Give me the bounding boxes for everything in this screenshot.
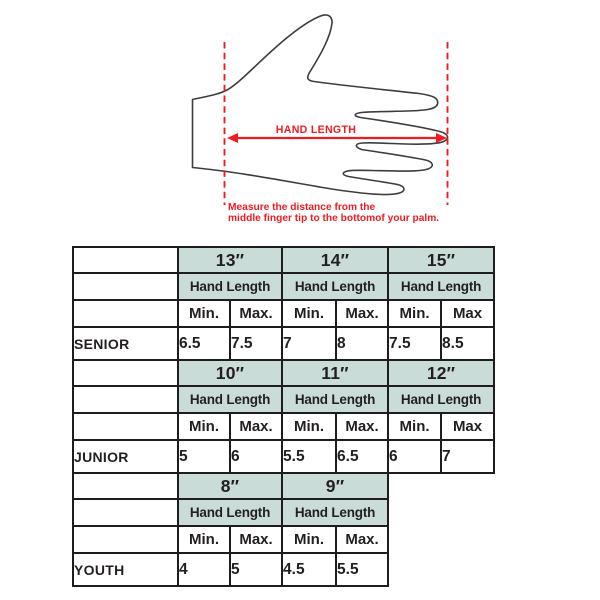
max-value-cell: 7.5	[228, 326, 284, 361]
measure-header-cell: Hand Length	[176, 498, 284, 527]
table-row: JUNIOR 5 6 5.5 6.5 6 7	[72, 439, 496, 474]
max-value-cell: 5.5	[335, 552, 390, 587]
min-value-cell: 4.5	[281, 552, 338, 587]
size-header-cell: 10″	[176, 359, 284, 387]
min-header-cell: Min.	[281, 412, 338, 441]
measurement-caption: Measure the distance from the middle fin…	[228, 202, 440, 225]
spacer-cell	[72, 272, 179, 301]
min-value-cell: 7.5	[387, 326, 443, 361]
min-header-cell: Min.	[177, 412, 231, 441]
hand-figure: HAND LENGTH	[191, 14, 449, 205]
min-value-cell: 6	[387, 439, 443, 474]
table-row: Hand Length Hand Length	[72, 498, 390, 527]
table-row: YOUTH 4 5 4.5 5.5	[72, 552, 390, 587]
senior-size-table: 13″ 14″ 15″ Hand Length Hand Length Hand…	[72, 246, 496, 361]
size-header-cell: 13″	[176, 246, 284, 274]
min-value-cell: 4	[177, 552, 231, 587]
spacer-cell	[72, 299, 179, 328]
table-row: 13″ 14″ 15″	[72, 246, 496, 274]
max-value-cell: 8.5	[440, 326, 496, 361]
size-header-cell: 15″	[387, 246, 496, 274]
measure-header-cell: Hand Length	[387, 385, 496, 414]
max-header-cell: Max.	[335, 299, 390, 328]
max-value-cell: 7	[440, 439, 496, 474]
max-value-cell: 6	[228, 439, 284, 474]
spacer-cell	[72, 385, 179, 414]
min-header-cell: Min.	[281, 525, 338, 554]
table-row: Min. Max. Min. Max. Min. Max	[72, 299, 496, 328]
table-row: Min. Max. Min. Max. Min. Max	[72, 412, 496, 441]
min-header-cell: Min.	[177, 299, 231, 328]
spacer-cell	[72, 359, 179, 387]
min-value-cell: 6.5	[177, 326, 231, 361]
min-header-cell: Min.	[177, 525, 231, 554]
max-header-cell: Max.	[228, 299, 284, 328]
arrowhead-right-icon	[436, 133, 447, 143]
table-row: Hand Length Hand Length Hand Length	[72, 272, 496, 301]
hand-outline-shape	[191, 14, 449, 196]
max-header-cell: Max	[440, 299, 496, 328]
max-value-cell: 8	[335, 326, 390, 361]
measure-header-cell: Hand Length	[281, 272, 390, 301]
size-header-cell: 8″	[176, 472, 284, 500]
max-header-cell: Max.	[335, 525, 390, 554]
max-header-cell: Max.	[335, 412, 390, 441]
hand-length-label: HAND LENGTH	[276, 124, 356, 136]
min-value-cell: 5.5	[281, 439, 338, 474]
spacer-cell	[72, 472, 179, 500]
table-row: Hand Length Hand Length Hand Length	[72, 385, 496, 414]
measure-header-cell: Hand Length	[281, 385, 390, 414]
table-row: Min. Max. Min. Max.	[72, 525, 390, 554]
max-header-cell: Max	[440, 412, 496, 441]
min-header-cell: Min.	[387, 299, 443, 328]
measure-header-cell: Hand Length	[176, 385, 284, 414]
spacer-cell	[72, 498, 179, 527]
junior-size-table: 10″ 11″ 12″ Hand Length Hand Length Hand…	[72, 359, 496, 474]
size-header-cell: 11″	[281, 359, 390, 387]
row-label-cell: SENIOR	[72, 326, 179, 361]
min-header-cell: Min.	[281, 299, 338, 328]
row-label-cell: JUNIOR	[72, 439, 179, 474]
max-header-cell: Max.	[228, 525, 284, 554]
youth-size-table: 8″ 9″ Hand Length Hand Length Min. Max. …	[72, 472, 390, 587]
table-row: SENIOR 6.5 7.5 7 8 7.5 8.5	[72, 326, 496, 361]
row-label-cell: YOUTH	[72, 552, 179, 587]
measure-header-cell: Hand Length	[281, 498, 390, 527]
max-value-cell: 5	[228, 552, 284, 587]
min-header-cell: Min.	[387, 412, 443, 441]
caption-line-2: middle finger tip to the bottomof your p…	[228, 212, 440, 224]
spacer-cell	[72, 525, 179, 554]
table-row: 10″ 11″ 12″	[72, 359, 496, 387]
max-value-cell: 6.5	[335, 439, 390, 474]
arrowhead-left-icon	[227, 133, 238, 143]
min-value-cell: 5	[177, 439, 231, 474]
min-value-cell: 7	[281, 326, 338, 361]
size-header-cell: 9″	[281, 472, 390, 500]
table-row: 8″ 9″	[72, 472, 390, 500]
size-header-cell: 12″	[387, 359, 496, 387]
spacer-cell	[72, 412, 179, 441]
caption-line-1: Measure the distance from the	[228, 202, 376, 213]
max-header-cell: Max.	[228, 412, 284, 441]
spacer-cell	[72, 246, 179, 274]
measure-header-cell: Hand Length	[176, 272, 284, 301]
measure-header-cell: Hand Length	[387, 272, 496, 301]
size-header-cell: 14″	[281, 246, 390, 274]
